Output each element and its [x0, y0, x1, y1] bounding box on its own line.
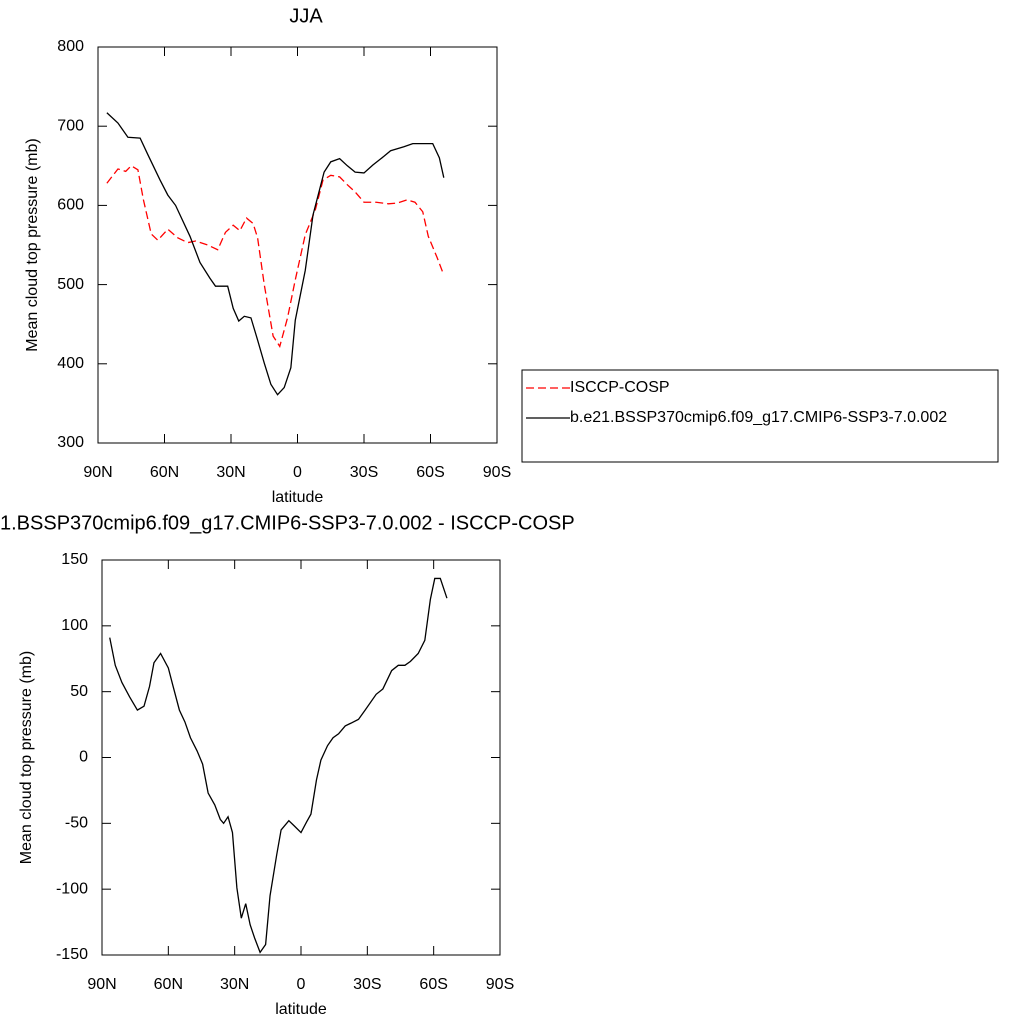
y-tick-label: 400 — [57, 355, 84, 372]
y-axis-label: Mean cloud top pressure (mb) — [18, 651, 35, 864]
x-tick-label: 30S — [350, 464, 378, 481]
x-tick-label: 0 — [297, 976, 306, 993]
y-tick-label: 300 — [57, 434, 84, 451]
x-tick-label: 90N — [87, 976, 116, 993]
legend-box — [521, 369, 999, 463]
x-axis-label: latitude — [272, 489, 324, 506]
plot-frame — [101, 559, 501, 956]
y-tick-label: 700 — [57, 117, 84, 134]
series-line — [109, 577, 448, 954]
x-tick-label: 60S — [416, 464, 444, 481]
y-tick-label: 150 — [61, 551, 88, 568]
y-axis-label: Mean cloud top pressure (mb) — [24, 138, 41, 351]
y-tick-label: 0 — [79, 749, 88, 766]
y-tick-label: -100 — [56, 880, 88, 897]
y-tick-label: -50 — [65, 815, 88, 832]
y-tick-label: 50 — [70, 683, 88, 700]
series-line — [106, 112, 445, 396]
y-tick-label: -150 — [56, 946, 88, 963]
x-tick-label: 90S — [483, 464, 511, 481]
x-tick-label: 30N — [216, 464, 245, 481]
x-axis-label: latitude — [275, 1001, 327, 1018]
legend-label: b.e21.BSSP370cmip6.f09_g17.CMIP6-SSP3-7.… — [570, 409, 947, 426]
x-tick-label: 90S — [486, 976, 514, 993]
legend-label: ISCCP-COSP — [570, 379, 670, 396]
x-tick-label: 60N — [154, 976, 183, 993]
x-tick-label: 60N — [150, 464, 179, 481]
series-line — [106, 164, 445, 348]
y-tick-label: 500 — [57, 276, 84, 293]
y-tick-label: 600 — [57, 197, 84, 214]
plot-frame — [97, 46, 498, 444]
x-tick-label: 0 — [293, 464, 302, 481]
chart-title: 1.BSSP370cmip6.f09_g17.CMIP6-SSP3-7.0.00… — [0, 512, 575, 534]
y-tick-label: 100 — [61, 617, 88, 634]
y-tick-label: 800 — [57, 38, 84, 55]
x-tick-label: 30S — [353, 976, 381, 993]
chart-title: JJA — [289, 5, 323, 27]
x-tick-label: 30N — [220, 976, 249, 993]
x-tick-label: 60S — [419, 976, 447, 993]
x-tick-label: 90N — [83, 464, 112, 481]
